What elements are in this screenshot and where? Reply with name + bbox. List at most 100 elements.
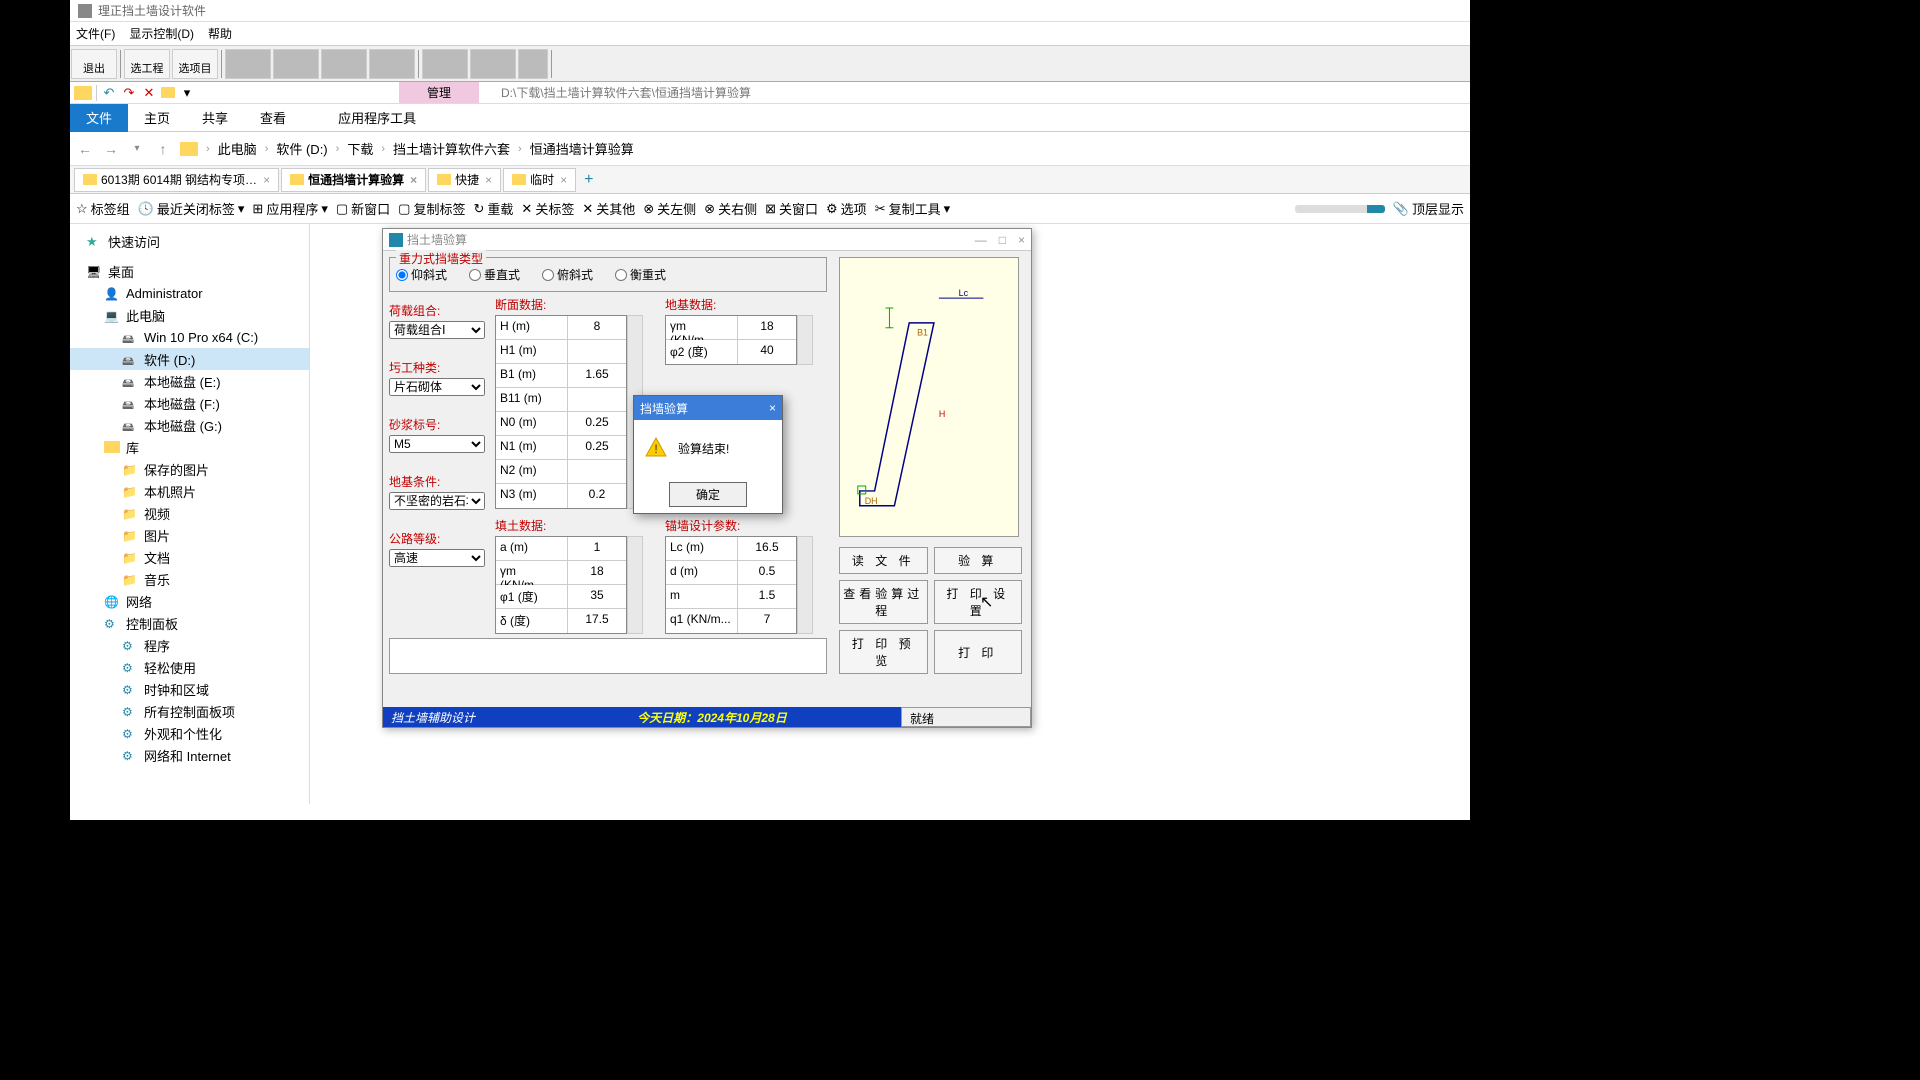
select-foundation[interactable]: 不坚密的岩石地 — [389, 492, 485, 510]
tree-netinternet[interactable]: 网络和 Internet — [70, 744, 309, 766]
new-tab-button[interactable]: + — [584, 171, 593, 189]
tree-programs[interactable]: 程序 — [70, 634, 309, 656]
view-process-button[interactable]: 查看验算过程 — [839, 580, 928, 624]
maximize-icon[interactable]: □ — [999, 233, 1006, 247]
tree-ease[interactable]: 轻松使用 — [70, 656, 309, 678]
table-value-cell[interactable]: 0.2 — [568, 484, 626, 508]
print-preview-button[interactable]: 打 印 预 览 — [839, 630, 928, 674]
tree-music[interactable]: 音乐 — [70, 568, 309, 590]
toolbar-options[interactable]: ⚙ 选项 — [826, 199, 867, 218]
close-icon[interactable]: × — [485, 173, 492, 187]
breadcrumb-item[interactable]: 此电脑 — [218, 139, 257, 158]
table-value-cell[interactable]: 8 — [568, 316, 626, 339]
toolbar-closeright[interactable]: ⊗ 关右侧 — [704, 199, 757, 218]
print-settings-button[interactable]: 打 印 设 置 — [934, 580, 1023, 624]
tree-disk-f[interactable]: 本地磁盘 (F:) — [70, 392, 309, 414]
table-value-cell[interactable]: 1.5 — [738, 585, 796, 608]
tree-documents[interactable]: 文档 — [70, 546, 309, 568]
table-value-cell[interactable]: 1 — [568, 537, 626, 560]
table-value-cell[interactable]: 18 — [568, 561, 626, 584]
radio-type3[interactable]: 俯斜式 — [542, 266, 593, 283]
table-value-cell[interactable]: 7 — [738, 609, 796, 633]
ok-button[interactable]: 确定 — [669, 482, 747, 507]
toolbar-button[interactable] — [225, 49, 271, 79]
nav-back-icon[interactable]: ← — [76, 140, 94, 158]
tab-share[interactable]: 共享 — [186, 104, 244, 132]
menu-file[interactable]: 文件(F) — [76, 25, 115, 42]
breadcrumb-item[interactable]: 软件 (D:) — [276, 139, 327, 158]
table-value-cell[interactable]: 18 — [738, 316, 796, 339]
table-value-cell[interactable]: 0.25 — [568, 436, 626, 459]
folder-icon[interactable] — [161, 87, 175, 98]
toolbar-button[interactable] — [518, 49, 548, 79]
tree-clock[interactable]: 时钟和区域 — [70, 678, 309, 700]
toolbar-button[interactable] — [422, 49, 468, 79]
toolbar-closeleft[interactable]: ⊗ 关左侧 — [643, 199, 696, 218]
ribbon-tab-manage[interactable]: 管理 — [399, 82, 479, 103]
breadcrumb-item[interactable]: 恒通挡墙计算验算 — [530, 139, 634, 158]
toolbar-reload[interactable]: ↻ 重载 — [473, 199, 513, 218]
tree-disk-g[interactable]: 本地磁盘 (G:) — [70, 414, 309, 436]
close-icon[interactable]: × — [1018, 233, 1025, 247]
table-value-cell[interactable]: 0.5 — [738, 561, 796, 584]
doc-tab[interactable]: 临时× — [503, 168, 576, 192]
tree-video[interactable]: 视频 — [70, 502, 309, 524]
select-loadcombo[interactable]: 荷载组合Ⅰ — [389, 321, 485, 339]
select-road[interactable]: 高速 — [389, 549, 485, 567]
nav-up-icon[interactable]: ↑ — [154, 140, 172, 158]
radio-type4[interactable]: 衡重式 — [615, 266, 666, 283]
toolbar-labelgroup[interactable]: ☆ 标签组 — [76, 199, 130, 218]
table-value-cell[interactable]: 40 — [738, 340, 796, 364]
tab-home[interactable]: 主页 — [128, 104, 186, 132]
toolbar-closetab[interactable]: ✕ 关标签 — [521, 199, 574, 218]
tab-apptools[interactable]: 应用程序工具 — [322, 104, 432, 132]
scrollbar[interactable] — [797, 315, 813, 365]
tree-disk-d[interactable]: 软件 (D:) — [70, 348, 309, 370]
table-value-cell[interactable]: 16.5 — [738, 537, 796, 560]
toolbar-exit-button[interactable]: 退出 — [71, 49, 117, 79]
undo-icon[interactable]: ↶ — [101, 85, 117, 101]
tree-thispc[interactable]: 此电脑 — [70, 304, 309, 326]
toolbar-copytool[interactable]: ✂ 复制工具 ▾ — [875, 199, 950, 218]
tree-network[interactable]: 网络 — [70, 590, 309, 612]
table-value-cell[interactable] — [568, 388, 626, 411]
tree-libraries[interactable]: 库 — [70, 436, 309, 458]
tree-savedpics[interactable]: 保存的图片 — [70, 458, 309, 480]
tree-appearance[interactable]: 外观和个性化 — [70, 722, 309, 744]
close-icon[interactable]: ✕ — [141, 85, 157, 101]
doc-tab-active[interactable]: 恒通挡墙计算验算× — [281, 168, 426, 192]
doc-tab[interactable]: 快捷× — [428, 168, 501, 192]
toolbar-newwin[interactable]: ▢ 新窗口 — [336, 199, 390, 218]
table-value-cell[interactable] — [568, 340, 626, 363]
close-icon[interactable]: × — [263, 173, 270, 187]
toolbar-selproj-button[interactable]: 选工程 — [124, 49, 170, 79]
minimize-icon[interactable]: — — [975, 233, 987, 247]
toolbar-closeother[interactable]: ✕ 关其他 — [582, 199, 635, 218]
dialog-titlebar[interactable]: 挡墙验算 × — [634, 396, 782, 420]
dropdown-icon[interactable]: ▾ — [179, 85, 195, 101]
tree-admin[interactable]: Administrator — [70, 282, 309, 304]
tree-pictures[interactable]: 图片 — [70, 524, 309, 546]
nav-forward-icon[interactable]: → — [102, 140, 120, 158]
breadcrumb-item[interactable]: 挡土墙计算软件六套 — [393, 139, 510, 158]
toolbar-button[interactable] — [273, 49, 319, 79]
toolbar-button[interactable] — [369, 49, 415, 79]
tree-camroll[interactable]: 本机照片 — [70, 480, 309, 502]
table-value-cell[interactable] — [568, 460, 626, 483]
tab-file[interactable]: 文件 — [70, 104, 128, 132]
menu-help[interactable]: 帮助 — [208, 25, 232, 42]
table-value-cell[interactable]: 35 — [568, 585, 626, 608]
close-icon[interactable]: × — [410, 173, 417, 187]
select-masonry[interactable]: 片石砌体 — [389, 378, 485, 396]
scrollbar[interactable] — [627, 536, 643, 634]
toolbar-topmost[interactable]: 📎 顶层显示 — [1393, 199, 1464, 218]
table-value-cell[interactable]: 0.25 — [568, 412, 626, 435]
close-icon[interactable]: × — [560, 173, 567, 187]
tree-disk-c[interactable]: Win 10 Pro x64 (C:) — [70, 326, 309, 348]
toolbar-selitem-button[interactable]: 选项目 — [172, 49, 218, 79]
radio-type1[interactable]: 仰斜式 — [396, 266, 447, 283]
toolbar-button[interactable] — [321, 49, 367, 79]
breadcrumb-item[interactable]: 下载 — [347, 139, 373, 158]
calc-titlebar[interactable]: 挡土墙验算 — □ × — [383, 229, 1031, 251]
tree-allcp[interactable]: 所有控制面板项 — [70, 700, 309, 722]
